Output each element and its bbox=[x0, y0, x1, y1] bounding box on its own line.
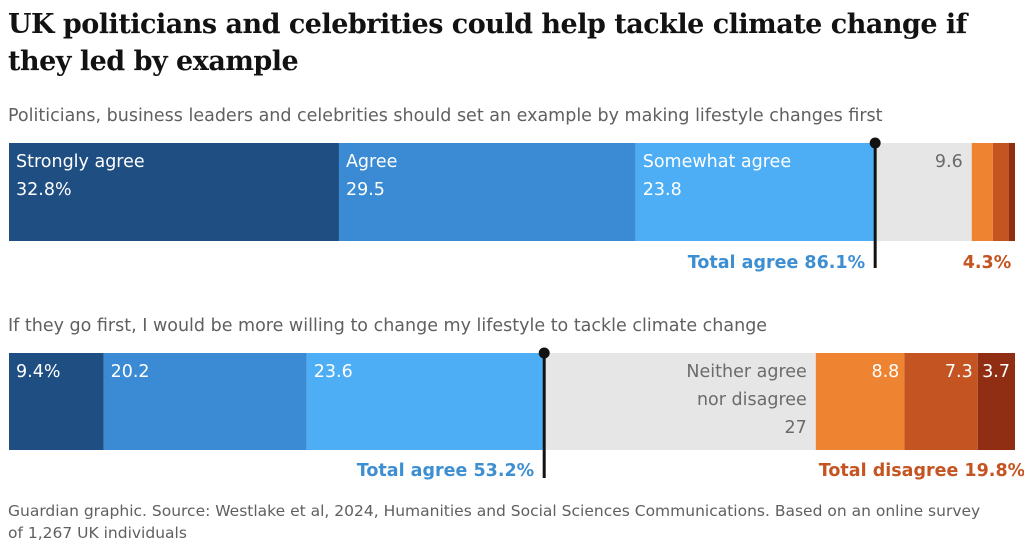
chart-1-bar-7 bbox=[1008, 143, 1015, 241]
chart-2-total-disagree-label: Total disagree 19.8% bbox=[819, 461, 1024, 481]
chart-2-bar-1 bbox=[9, 353, 104, 450]
chart-2-bar-5 bbox=[815, 353, 905, 450]
chart-1-bar-3-name: Somewhat agree bbox=[643, 152, 791, 172]
chart-2-bar-2 bbox=[103, 353, 307, 450]
chart-2-bar-6-value: 7.3 bbox=[945, 362, 973, 382]
chart-2-bar-1-value: 9.4% bbox=[16, 362, 60, 382]
chart-1-subtitle: Politicians, business leaders and celebr… bbox=[8, 106, 883, 126]
chart-2-bar-4-value: 27 bbox=[785, 418, 807, 438]
chart-2-bar-4-name-line-1: Neither agree bbox=[686, 362, 806, 382]
chart-2-total-agree-dot bbox=[538, 347, 550, 359]
chart-1-bar-2 bbox=[338, 143, 636, 241]
chart-1-bar-6 bbox=[992, 143, 1009, 241]
chart-2-bar-7 bbox=[977, 353, 1015, 450]
chart-1-bar-3-value: 23.8 bbox=[643, 180, 682, 200]
chart-1-bar-3 bbox=[635, 143, 876, 241]
chart-1-total-agree-dot bbox=[869, 137, 881, 149]
chart-1-total-agree-label: Total agree 86.1% bbox=[688, 253, 865, 273]
chart-2-bar-6 bbox=[904, 353, 978, 450]
chart-1-bar-5 bbox=[971, 143, 993, 241]
chart-2-bar-2-value: 20.2 bbox=[111, 362, 150, 382]
chart-1-bar-2-value: 29.5 bbox=[346, 180, 385, 200]
chart-1-bar-1-value: 32.8% bbox=[16, 180, 72, 200]
chart-2-total-agree-label: Total agree 53.2% bbox=[357, 461, 534, 481]
chart-1-bar-1-name: Strongly agree bbox=[16, 152, 145, 172]
chart-2-bar-7-value: 3.7 bbox=[982, 362, 1010, 382]
chart-2-bar-4 bbox=[544, 353, 816, 450]
chart-title: UK politicians and celebrities could hel… bbox=[8, 9, 967, 77]
chart-1-bar-4 bbox=[875, 143, 972, 241]
chart-2-bar-4-name-line-2: nor disagree bbox=[697, 390, 807, 410]
chart-1-bar-4-value: 9.6 bbox=[935, 152, 963, 172]
source-note: Guardian graphic. Source: Westlake et al… bbox=[8, 502, 981, 542]
chart-2-subtitle: If they go first, I would be more willin… bbox=[8, 316, 768, 336]
chart-1-bar-1 bbox=[9, 143, 339, 241]
chart-1-total-disagree-label: 4.3% bbox=[963, 253, 1012, 273]
chart-2-bar-5-value: 8.8 bbox=[871, 362, 899, 382]
chart-1-bar-2-name: Agree bbox=[346, 152, 397, 172]
chart-2-bar-3-value: 23.6 bbox=[314, 362, 353, 382]
chart-2-bar-3 bbox=[306, 353, 545, 450]
